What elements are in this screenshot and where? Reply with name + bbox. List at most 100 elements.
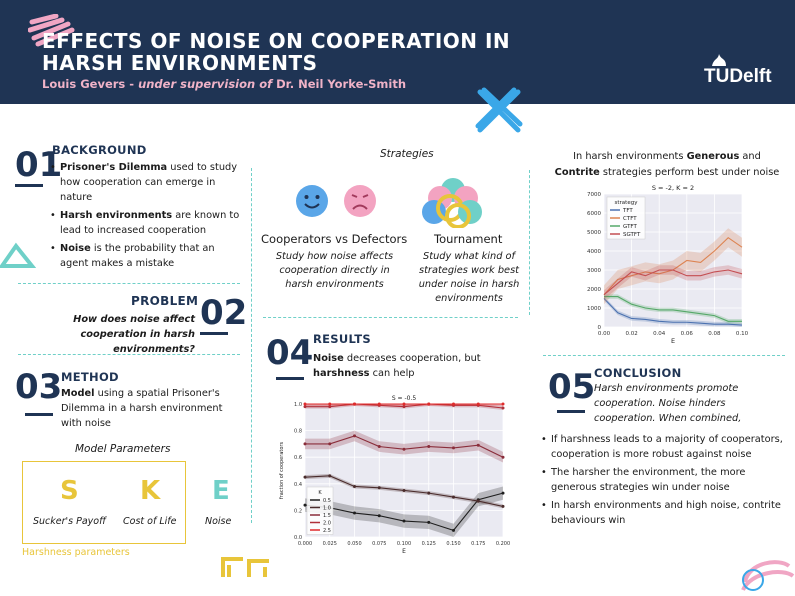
series-line-TFT — [603, 298, 743, 326]
data-point-0.5 — [353, 511, 356, 515]
data-point-1.5 — [353, 434, 356, 438]
legend-label-SGTFT: SGTFT — [623, 232, 641, 238]
background-bullet-text: is the probability that an agent makes a… — [60, 243, 215, 269]
data-point-2.5 — [476, 402, 480, 406]
x-axis-label: E — [402, 548, 406, 555]
legend-label-TFT: TFT — [622, 208, 633, 214]
section-number-04: 04 — [266, 333, 314, 373]
x-tick-label: 0.06 — [681, 331, 694, 337]
x-tick-label: 0.150 — [446, 541, 460, 547]
y-axis-label: fraction of cooperators — [279, 442, 285, 500]
data-point-1.5 — [427, 445, 431, 449]
data-point-1.5 — [328, 442, 332, 446]
data-point-1.5 — [303, 442, 307, 446]
conclusion-bullets: If harshness leads to a majority of coop… — [541, 432, 791, 531]
y-tick-label: 0.8 — [294, 429, 302, 435]
yellow-scribble-decoration — [221, 557, 269, 577]
poster-title: EFFECTS OF NOISE ON COOPERATION IN HARSH… — [42, 29, 511, 75]
results-line1-bold: Noise — [313, 353, 344, 364]
background-bullet-bold: Harsh environments — [60, 210, 173, 221]
data-point-0.5 — [427, 520, 431, 524]
section-underline-04 — [276, 377, 304, 380]
x-tick-label: 0.075 — [372, 541, 386, 547]
chart-title: S = -0.5 — [392, 395, 417, 402]
background-bullet-bold: Noise — [60, 243, 91, 254]
data-point-1.0 — [303, 475, 307, 479]
data-point-1.5 — [377, 445, 381, 449]
data-point-2.5 — [353, 402, 356, 406]
y-tick-label: 0.2 — [294, 508, 302, 514]
data-point-1.0 — [476, 499, 480, 503]
data-point-0.5 — [452, 528, 455, 532]
teal-triangle-decoration — [0, 242, 36, 268]
data-point-2.0 — [303, 405, 307, 409]
x-tick-label: 0.04 — [653, 331, 666, 337]
harshness-params-box — [22, 461, 186, 544]
strategies-title: Strategies — [380, 148, 434, 160]
results-line1-rest: decreases cooperation, but — [343, 353, 481, 364]
x-tick-label: 0.050 — [347, 541, 361, 547]
y-tick-label: 3000 — [587, 268, 601, 274]
author-line: Louis Gevers - under supervision of Dr. … — [42, 77, 407, 91]
data-point-0.5 — [377, 514, 381, 518]
data-point-1.0 — [377, 486, 381, 490]
problem-heading: PROBLEM — [131, 294, 199, 308]
param-label: Noise — [205, 516, 232, 527]
data-point-2.5 — [328, 402, 332, 406]
data-point-1.0 — [328, 474, 332, 478]
strategy-payoff-chart: 0 1000 2000 3000 4000 5000 6000 7000 0.00 0.02 0.0… — [587, 184, 749, 345]
method-text-rest: using a spatial Prisoner's Dilemma in a … — [61, 388, 223, 429]
results-line2-rest: can help — [369, 368, 415, 379]
background-bullet-text: used to study how cooperation can emerge… — [60, 162, 238, 203]
y-tick-label: 1000 — [587, 306, 601, 312]
params-title: Model Parameters — [75, 443, 171, 455]
data-point-2.0 — [328, 405, 332, 409]
background-bullet-text: are known to lead to increased cooperati… — [60, 210, 240, 236]
chart-title: S = -2, K = 2 — [652, 184, 694, 192]
tournament-result-text: In harsh environments Generous and Contr… — [548, 149, 786, 181]
conclusion-heading: CONCLUSION — [594, 366, 682, 380]
tournament-desc: Study what kind of strategies work best … — [418, 251, 520, 304]
series-line-GTFT — [604, 296, 742, 322]
supervision-text: under supervision of — [138, 77, 273, 91]
poster-header: EFFECTS OF NOISE ON COOPERATION IN HARSH… — [0, 0, 795, 104]
tournament-text-suffix: strategies perform best under noise — [599, 167, 780, 178]
y-tick-label: 0.4 — [294, 482, 302, 488]
param-label: Sucker's Payoff — [33, 516, 106, 527]
legend-label-2.0: 2.0 — [323, 521, 331, 527]
x-tick-label: 0.000 — [298, 541, 312, 547]
x-tick-label: 0.200 — [496, 541, 510, 547]
tournament-text-prefix: In harsh environments — [573, 151, 687, 162]
data-point-2.0 — [501, 406, 505, 410]
divider-background — [18, 283, 240, 284]
y-tick-label: 2000 — [587, 287, 601, 293]
section-underline-03 — [25, 413, 53, 416]
y-tick-label: 7000 — [587, 192, 601, 198]
tournament-text-contrite: Contrite — [554, 167, 600, 178]
method-heading: METHOD — [61, 370, 119, 384]
harshness-label: Harshness parameters — [22, 547, 130, 558]
cooperators-vs-defectors-heading: Cooperators vs Defectors — [261, 232, 408, 246]
series-band-CTFT — [604, 228, 742, 305]
divider-right — [529, 170, 530, 315]
method-text: Model using a spatial Prisoner's Dilemma… — [61, 386, 241, 431]
data-point-2.5 — [501, 402, 505, 406]
tournament-heading: Tournament — [434, 232, 503, 246]
legend-label-1.0: 1.0 — [323, 506, 331, 512]
frowny-face-icon — [344, 185, 376, 217]
data-point-1.5 — [402, 447, 406, 451]
param-letter-e: E — [212, 476, 230, 506]
conclusion-bullet: If harshness leads to a majority of coop… — [541, 432, 791, 462]
pink-swirl-decoration — [741, 560, 795, 592]
background-bullet: Harsh environments are known to lead to … — [50, 208, 240, 238]
blue-x-decoration — [475, 87, 523, 133]
data-point-0.5 — [501, 491, 505, 495]
background-bullet: Noise is the probability that an agent m… — [50, 241, 240, 271]
series-band-0.5 — [305, 486, 503, 537]
x-tick-label: 0.175 — [471, 541, 485, 547]
data-point-2.0 — [402, 405, 406, 409]
logo-text: TUDelft — [704, 66, 772, 87]
conclusion-intro: Harsh environments promote cooperation. … — [594, 383, 742, 424]
y-tick-label: 1.0 — [294, 402, 302, 408]
param-letter-k: K — [140, 476, 161, 506]
